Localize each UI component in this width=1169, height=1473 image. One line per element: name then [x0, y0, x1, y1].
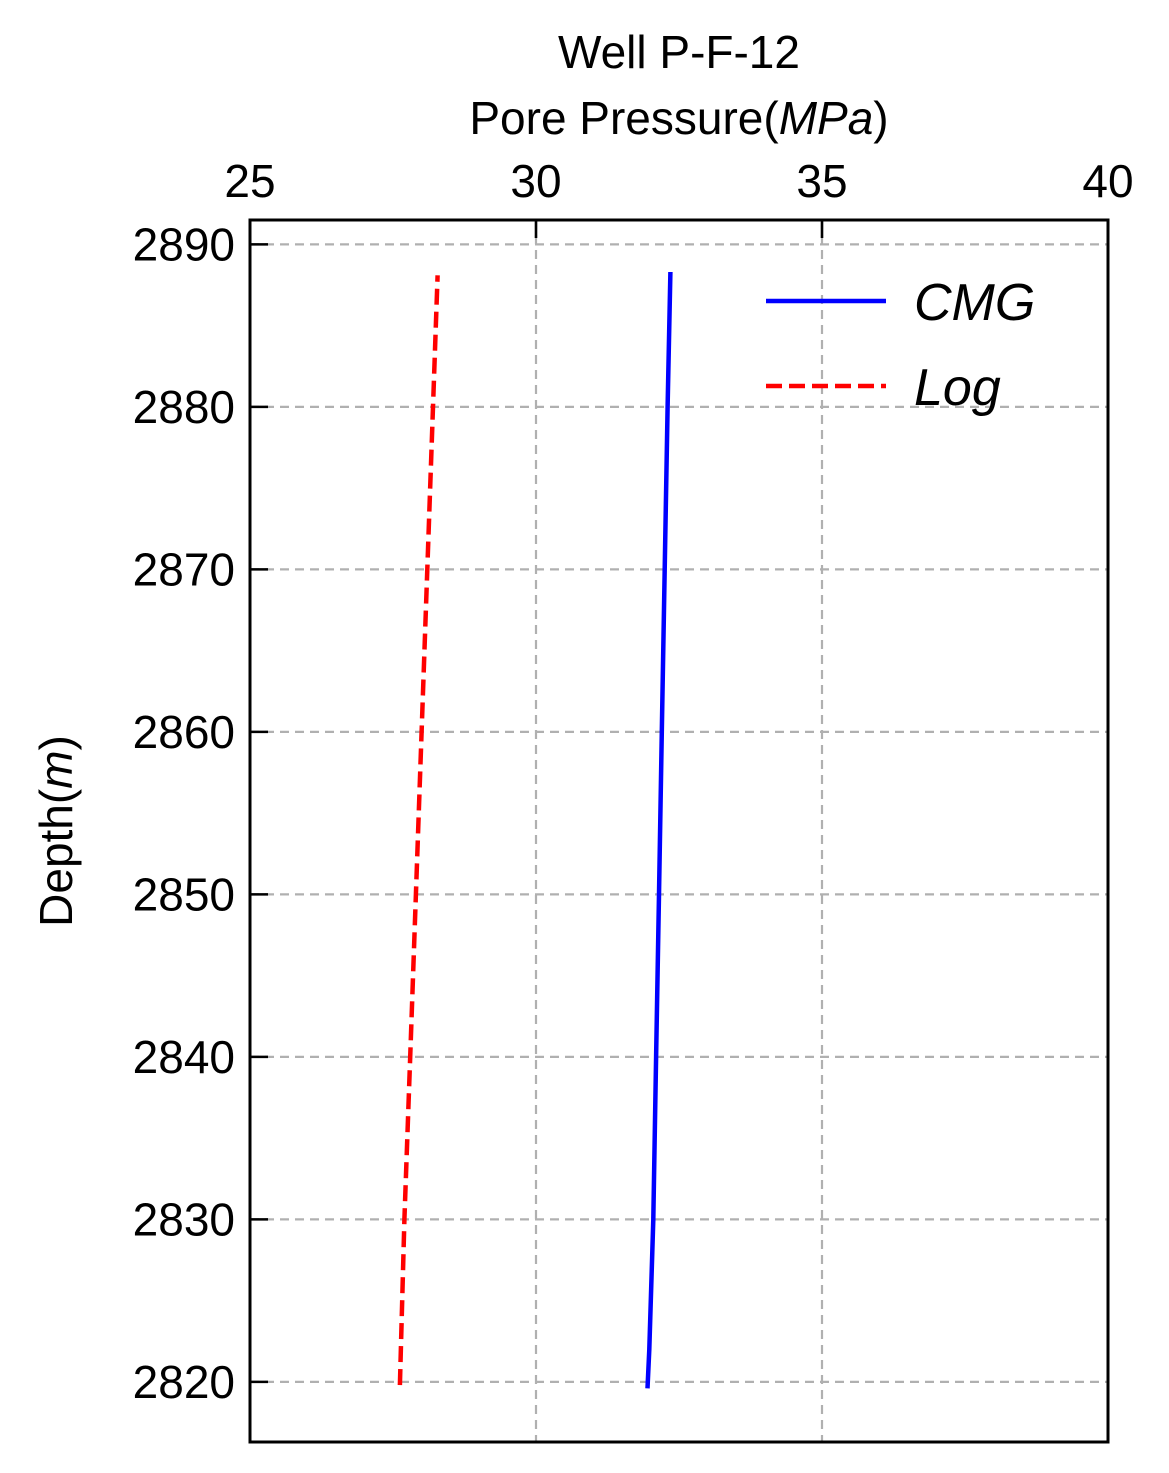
- x-tick-label-40: 40: [1082, 155, 1133, 207]
- series-lines: [397, 271, 673, 1389]
- legend: CMG Log: [766, 274, 1035, 417]
- x-tick-label-35: 35: [796, 155, 847, 207]
- x-tick-label-25: 25: [224, 155, 275, 207]
- plot-frame: [248, 218, 1110, 1444]
- y-tick-label-2860: 2860: [133, 706, 235, 758]
- axis-ticks: 25 30 35 40 2820 2830 2840 2850 2860 2870 2880 2890: [133, 155, 1134, 1408]
- y-tick-label-2880: 2880: [133, 381, 235, 433]
- y-axis-title-text: Depth(: [30, 788, 82, 927]
- y-tick-label-2840: 2840: [133, 1031, 235, 1083]
- y-tick-label-2830: 2830: [133, 1193, 235, 1245]
- legend-label-cmg: CMG: [914, 274, 1035, 332]
- y-tick-label-2820: 2820: [133, 1356, 235, 1408]
- x-axis-title-unit: MPa: [779, 92, 874, 144]
- y-tick-label-2890: 2890: [133, 218, 235, 270]
- series-line-cmg: [645, 271, 673, 1389]
- x-axis-title-text: Pore Pressure(: [469, 92, 779, 144]
- y-tick-label-2870: 2870: [133, 543, 235, 595]
- x-axis-title-close: ): [873, 92, 888, 144]
- series-line-log: [397, 275, 440, 1386]
- y-tick-label-2850: 2850: [133, 868, 235, 920]
- y-axis-title-unit: m: [30, 750, 82, 788]
- y-axis-title-close: ): [30, 735, 82, 750]
- y-axis-title: Depth(m): [30, 735, 82, 927]
- chart-title: Well P-F-12: [558, 26, 800, 78]
- x-tick-label-30: 30: [510, 155, 561, 207]
- grid: [250, 220, 1108, 1442]
- x-axis-title: Pore Pressure(MPa): [469, 92, 888, 144]
- legend-label-log: Log: [914, 359, 1001, 417]
